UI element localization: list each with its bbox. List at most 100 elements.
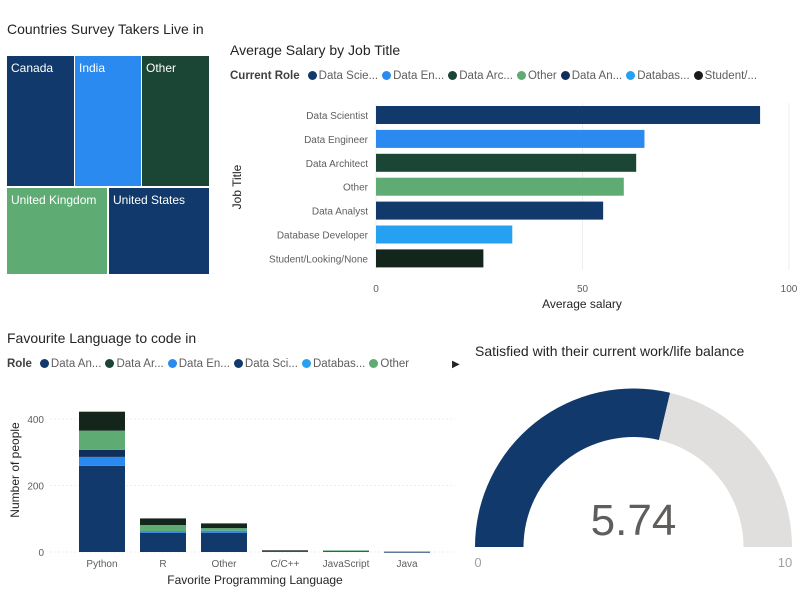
legend-label: Other xyxy=(527,70,557,82)
legend-dot-icon xyxy=(382,71,392,80)
bar-segment-javascript-3[interactable] xyxy=(323,550,369,552)
bar-segment-other-4[interactable] xyxy=(201,523,247,529)
x-tick-label: R xyxy=(159,559,166,570)
bar-data-architect[interactable] xyxy=(376,153,637,172)
bar-segment-r-1[interactable] xyxy=(140,531,186,533)
y-tick-label: Data Analyst xyxy=(312,207,368,218)
bar-segment-python-2[interactable] xyxy=(79,449,125,457)
bar-database-developer[interactable] xyxy=(376,225,513,244)
legend-label: Data An... xyxy=(50,358,102,370)
legend-dot-icon xyxy=(301,359,311,368)
bar-segment-r-4[interactable] xyxy=(140,518,186,526)
x-tick-label: 0 xyxy=(373,284,379,295)
legend-item[interactable]: Other xyxy=(365,358,409,370)
legend-item[interactable]: Data Sci... xyxy=(230,358,298,370)
legend-item[interactable]: Other xyxy=(513,70,557,82)
treemap-tile-india[interactable]: India xyxy=(75,56,141,186)
legend-item[interactable]: Data En... xyxy=(164,358,230,370)
y-tick-label: Data Scientist xyxy=(306,111,368,122)
legend-dot-icon xyxy=(307,71,317,80)
treemap-tile-united-kingdom[interactable]: United Kingdom xyxy=(7,188,107,274)
bar-segment-cc++-4[interactable] xyxy=(262,550,308,552)
legend-title: Role xyxy=(7,358,32,370)
bar-segment-javascript-0[interactable] xyxy=(323,551,369,553)
legend-label: Data An... xyxy=(571,70,623,82)
bar-segment-python-3[interactable] xyxy=(79,430,125,450)
y-tick-label: Data Engineer xyxy=(304,135,369,146)
bar-segment-r-3[interactable] xyxy=(140,525,186,532)
legend-item[interactable]: Data An... xyxy=(557,70,623,82)
treemap-tile-canada[interactable]: Canada xyxy=(7,56,74,186)
legend-title: Current Role xyxy=(230,70,300,82)
x-axis-title: Average salary xyxy=(542,297,622,311)
language-chart-title: Favourite Language to code in xyxy=(7,330,197,346)
legend-item[interactable]: Data An... xyxy=(36,358,102,370)
bar-data-analyst[interactable] xyxy=(376,201,604,220)
bar-segment-r-0[interactable] xyxy=(140,532,186,552)
treemap-tile-united-states[interactable]: United States xyxy=(109,188,209,274)
legend-dot-icon xyxy=(516,71,526,80)
legend-label: Data En... xyxy=(393,70,445,82)
salary-chart-title: Average Salary by Job Title xyxy=(230,42,401,58)
legend-item[interactable]: Student/... xyxy=(690,70,757,82)
bar-segment-java-0[interactable] xyxy=(384,551,430,553)
x-tick-label: 100 xyxy=(781,284,798,295)
legend-dot-icon xyxy=(369,359,379,368)
legend-label: Databas... xyxy=(637,70,690,82)
legend-label: Student/... xyxy=(704,70,758,82)
bar-student-looking-none[interactable] xyxy=(376,249,484,268)
legend-label: Other xyxy=(380,358,410,370)
x-axis-title: Favorite Programming Language xyxy=(167,573,343,587)
legend-label: Data En... xyxy=(178,358,230,370)
bar-segment-other-0[interactable] xyxy=(201,532,247,552)
treemap-title: Countries Survey Takers Live in xyxy=(7,21,204,37)
legend-label: Data Scie... xyxy=(318,70,379,82)
legend-item[interactable]: Data Arc... xyxy=(444,70,513,82)
treemap-tile-other[interactable]: Other xyxy=(142,56,209,186)
gauge-title: Satisfied with their current work/life b… xyxy=(475,343,745,359)
gauge-track xyxy=(475,388,792,547)
legend-item[interactable]: Data Ar... xyxy=(101,358,164,370)
legend-item[interactable]: Databas... xyxy=(622,70,690,82)
legend-dot-icon xyxy=(448,71,458,80)
x-tick-label: Python xyxy=(86,559,117,570)
bar-other[interactable] xyxy=(376,177,624,196)
bar-segment-other-1[interactable] xyxy=(201,530,247,533)
x-tick-label: Java xyxy=(396,559,418,570)
legend-label: Data Sci... xyxy=(244,358,298,370)
gauge-max-label: 10 xyxy=(778,555,792,570)
y-tick-label: 0 xyxy=(38,548,44,559)
y-tick-label: 200 xyxy=(27,482,44,493)
legend-dot-icon xyxy=(693,71,703,80)
y-tick-label: Student/Looking/None xyxy=(269,254,368,265)
legend-item[interactable]: Databas... xyxy=(298,358,365,370)
language-stacked-bar-chart: 0 200 400 Python R Other C/C++ JavaScript Java Fa… xyxy=(8,411,455,587)
bar-data-engineer[interactable] xyxy=(376,129,645,148)
legend-dot-icon xyxy=(105,359,115,368)
legend-label: Databas... xyxy=(312,358,366,370)
gauge-min-label: 0 xyxy=(474,555,481,570)
legend-next-arrow[interactable]: ▶ xyxy=(452,359,460,370)
legend-dot-icon xyxy=(167,359,177,368)
y-tick-label: Database Developer xyxy=(277,231,369,242)
legend-dot-icon xyxy=(233,359,243,368)
legend-item[interactable]: Data En... xyxy=(378,70,444,82)
legend-dot-icon xyxy=(626,71,636,80)
salary-legend: Current Role Data Scie... Data En... Data A… xyxy=(230,70,757,82)
legend-dot-icon xyxy=(560,71,570,80)
language-legend: Role Data An... Data Ar... Data En... Data S… xyxy=(7,358,409,370)
bar-segment-python-1[interactable] xyxy=(79,456,125,466)
legend-item[interactable]: Data Scie... xyxy=(304,70,378,82)
gauge-fill xyxy=(475,388,671,547)
legend-dot-icon xyxy=(39,359,49,368)
y-axis-title: Job Title xyxy=(230,164,244,209)
bar-segment-python-0[interactable] xyxy=(79,465,125,552)
legend-label: Data Arc... xyxy=(459,70,513,82)
bar-segment-other-3[interactable] xyxy=(201,528,247,531)
bar-data-scientist[interactable] xyxy=(376,106,761,124)
x-tick-label: JavaScript xyxy=(323,559,370,570)
legend-label: Data Ar... xyxy=(116,358,164,370)
y-tick-label: Other xyxy=(343,183,369,194)
bar-segment-python-4[interactable] xyxy=(79,411,125,431)
salary-bar-chart: 0 50 100 Data Scientist Data Engineer Data Ar… xyxy=(230,103,798,311)
